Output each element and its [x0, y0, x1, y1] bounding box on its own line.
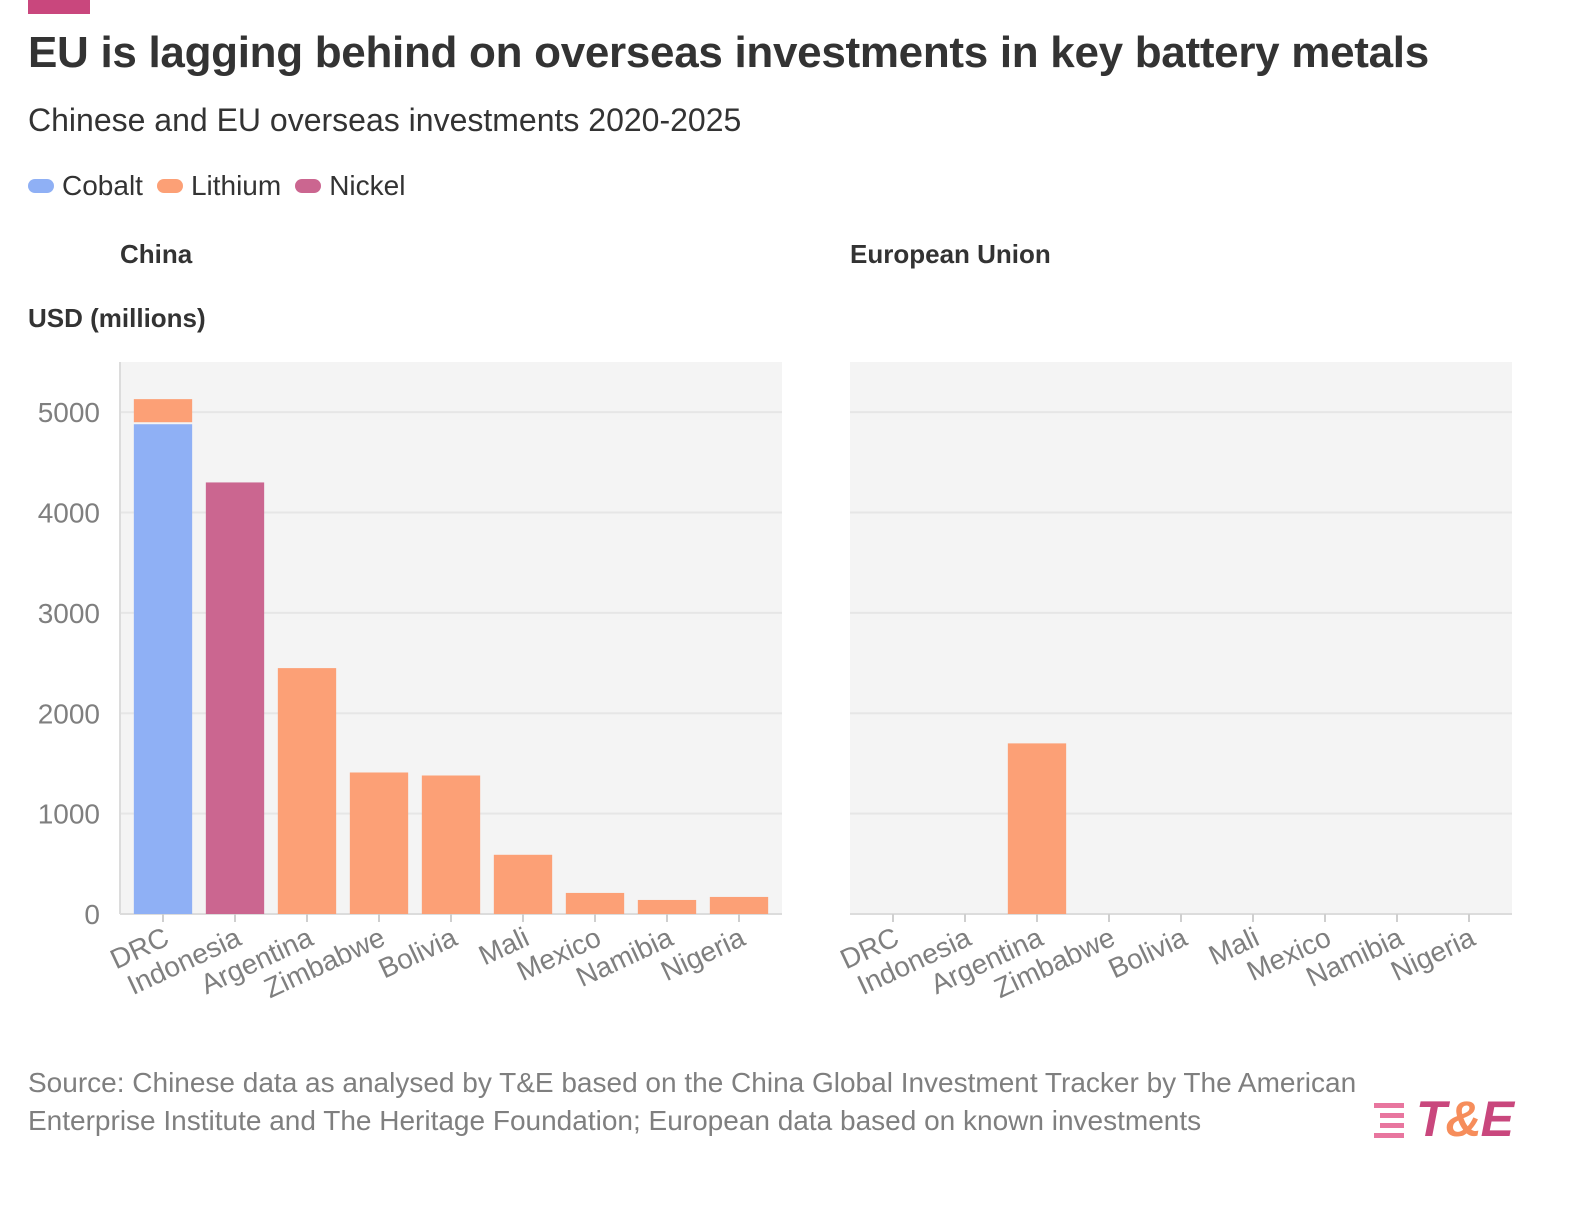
source-note: Source: Chinese data as analysed by T&E … [28, 1067, 1357, 1136]
logo-letter-t: T [1416, 1091, 1447, 1147]
speed-lines-icon [1374, 1103, 1404, 1138]
legend-item-nickel[interactable]: Nickel [295, 170, 405, 202]
y-tick-label-4000: 4000 [38, 498, 100, 529]
legend-item-cobalt[interactable]: Cobalt [28, 170, 143, 202]
panel-title-china: China [120, 239, 193, 269]
charts-area: China USD (millions) 0 1000 2000 3000 4000 5000… [28, 239, 1512, 1004]
y-tick-label-1000: 1000 [38, 799, 100, 830]
legend-label-nickel: Nickel [329, 170, 406, 201]
chart-title: EU is lagging behind on overseas investm… [28, 28, 1429, 77]
bar-china-bolivia-lithium[interactable] [421, 775, 481, 914]
te-logo: T&E [1372, 1090, 1514, 1148]
bar-china-mexico-lithium[interactable] [565, 892, 625, 914]
legend-label-lithium: Lithium [190, 170, 282, 201]
y-axis-label: USD (millions) [28, 303, 206, 333]
plot-background-eu [850, 362, 1512, 914]
bar-china-indonesia-nickel[interactable] [205, 482, 265, 914]
y-tick-label-0: 0 [84, 899, 100, 930]
bar-china-zimbabwe-lithium[interactable] [349, 772, 409, 914]
x-tick-label-china-nigeria: Nigeria [656, 921, 750, 987]
chart-subtitle: Chinese and EU overseas investments 2020… [28, 102, 742, 138]
legend-label-cobalt: Cobalt [62, 170, 143, 201]
x-tick-label-china-bolivia: Bolivia [374, 921, 462, 984]
bar-china-argentina-lithium[interactable] [277, 668, 337, 914]
bar-china-drc-cobalt[interactable] [133, 424, 193, 914]
legend-swatch-lithium [156, 179, 183, 193]
bar-china-drc-lithium[interactable] [133, 399, 193, 423]
x-tick-label-eu-nigeria: Nigeria [1386, 921, 1480, 987]
bar-eu-argentina-lithium[interactable] [1007, 743, 1067, 914]
y-tick-label-3000: 3000 [38, 598, 100, 629]
y-tick-label-2000: 2000 [38, 698, 100, 729]
legend: Cobalt Lithium Nickel [28, 170, 405, 202]
legend-swatch-cobalt [28, 179, 54, 193]
bar-china-namibia-lithium[interactable] [637, 899, 697, 914]
bar-china-nigeria-lithium[interactable] [709, 896, 769, 914]
panel-title-eu: European Union [850, 239, 1051, 269]
x-tick-label-eu-bolivia: Bolivia [1104, 921, 1192, 984]
legend-swatch-nickel [295, 179, 322, 193]
y-tick-label-5000: 5000 [38, 397, 100, 428]
top-accent-bar [28, 0, 90, 14]
logo-text: T&E [1416, 1090, 1514, 1148]
legend-item-lithium[interactable]: Lithium [156, 170, 282, 202]
logo-letter-e: E [1480, 1091, 1514, 1147]
logo-ampersand: & [1445, 1091, 1482, 1147]
bar-china-mali-lithium[interactable] [493, 854, 553, 914]
